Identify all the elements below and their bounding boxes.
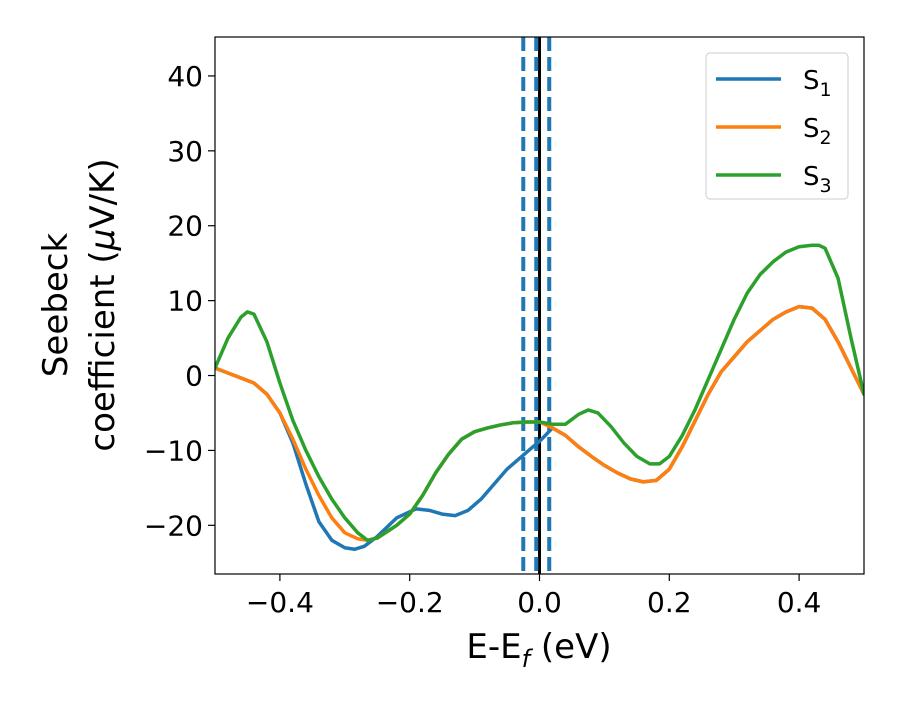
series-line-s2 <box>215 304 864 543</box>
legend-label-s1: S1 <box>803 66 832 101</box>
y-axis-label: Seebeck coefficient (μV/K) <box>36 158 123 451</box>
legend: S1 S2 S3 <box>705 52 849 200</box>
x-tick-label: 0.2 <box>647 586 692 619</box>
y-tick-label: −20 <box>144 509 203 542</box>
x-tick-label: 0.4 <box>777 586 822 619</box>
series-line-s3 <box>215 243 864 543</box>
x-tick-label: −0.4 <box>246 586 314 619</box>
x-tick-label: 0.0 <box>517 586 562 619</box>
y-tick-label: 30 <box>167 135 203 168</box>
y-axis-ticks: −20 −10 0 10 20 30 40 <box>144 60 215 542</box>
x-axis-label: E-Ef (eV) <box>466 627 611 673</box>
series-lines <box>215 243 864 552</box>
legend-label-s3: S3 <box>803 162 832 197</box>
y-tick-label: 40 <box>167 60 203 93</box>
x-tick-label: −0.2 <box>376 586 444 619</box>
y-tick-label: −10 <box>144 434 203 467</box>
reference-lines <box>521 37 552 574</box>
legend-label-s2: S2 <box>803 114 832 149</box>
y-tick-label: 20 <box>167 210 203 243</box>
y-tick-label: 0 <box>185 360 203 393</box>
y-axis-label-line1: Seebeck <box>36 233 76 378</box>
y-axis-label-line2: coefficient (μV/K) <box>83 158 123 451</box>
x-axis-ticks: −0.4 −0.2 0.0 0.2 0.4 <box>246 574 821 619</box>
y-tick-label: 10 <box>167 285 203 318</box>
